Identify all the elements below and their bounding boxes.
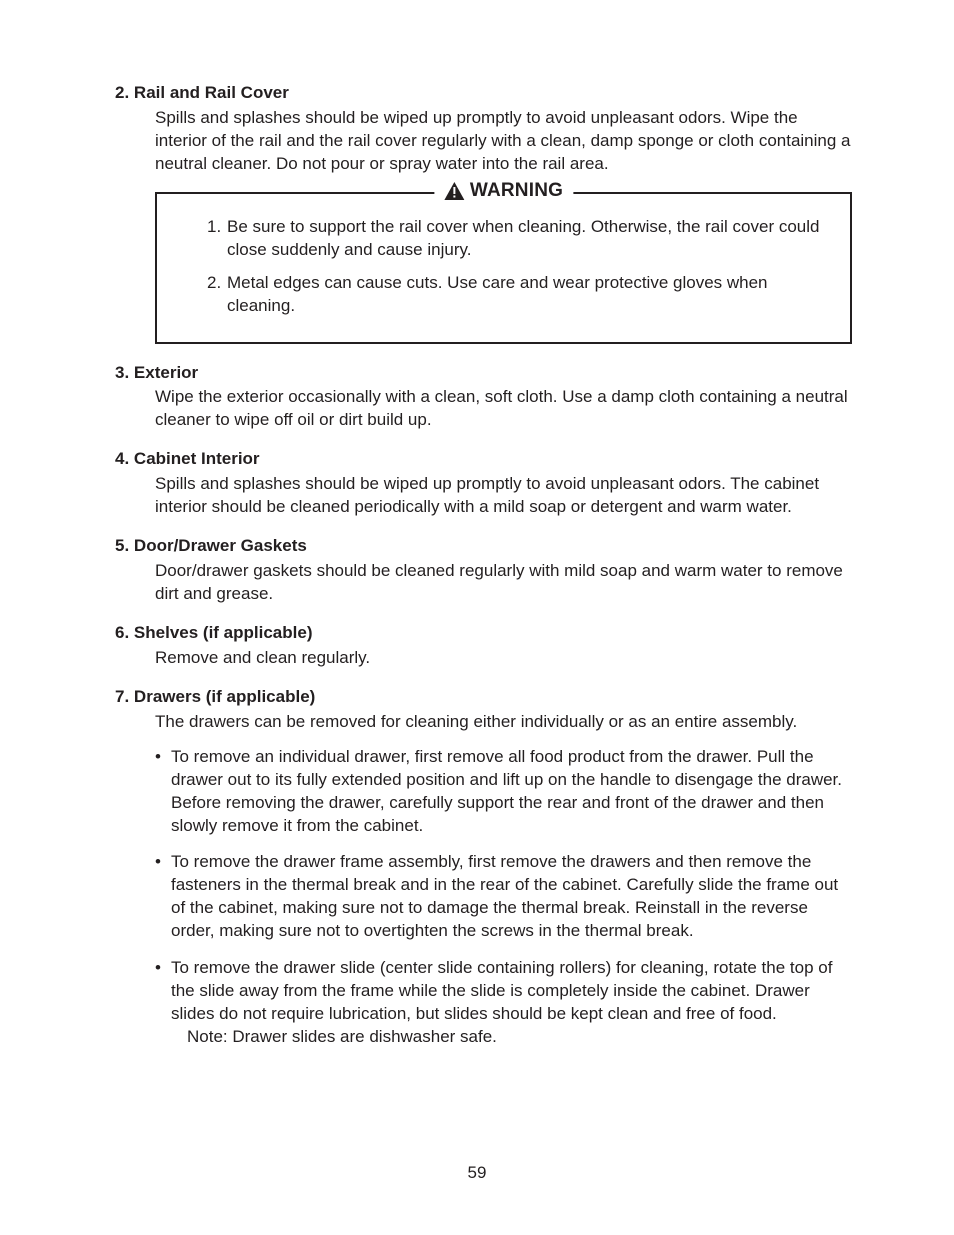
section-heading: Shelves (if applicable) bbox=[134, 623, 313, 642]
bullet-text: To remove the drawer frame assembly, fir… bbox=[171, 852, 838, 940]
section-heading: Exterior bbox=[134, 363, 198, 382]
section-body: Wipe the exterior occasionally with a cl… bbox=[155, 386, 852, 432]
section-num: 6. bbox=[115, 623, 129, 642]
warning-item-text: Be sure to support the rail cover when c… bbox=[227, 217, 819, 259]
section-cabinet-interior: 4. Cabinet Interior Spills and splashes … bbox=[115, 448, 852, 519]
warning-box: WARNING 1. Be sure to support the rail c… bbox=[155, 192, 852, 344]
warning-icon bbox=[444, 182, 464, 200]
section-title: 3. Exterior bbox=[115, 362, 852, 385]
list-item: To remove the drawer slide (center slide… bbox=[155, 957, 852, 1049]
section-title: 7. Drawers (if applicable) bbox=[115, 686, 852, 709]
warning-item-num: 2. bbox=[207, 272, 221, 295]
warning-item: 2. Metal edges can cause cuts. Use care … bbox=[207, 272, 826, 318]
bullet-text: To remove an individual drawer, first re… bbox=[171, 747, 842, 835]
warning-frame: WARNING 1. Be sure to support the rail c… bbox=[155, 192, 852, 344]
section-shelves: 6. Shelves (if applicable) Remove and cl… bbox=[115, 622, 852, 670]
page: 2. Rail and Rail Cover Spills and splash… bbox=[0, 0, 954, 1235]
warning-label-text: WARNING bbox=[470, 180, 563, 202]
section-heading: Door/Drawer Gaskets bbox=[134, 536, 307, 555]
section-heading: Drawers (if applicable) bbox=[134, 687, 315, 706]
section-num: 5. bbox=[115, 536, 129, 555]
bullet-note: Note: Drawer slides are dishwasher safe. bbox=[187, 1026, 852, 1049]
section-num: 3. bbox=[115, 363, 129, 382]
drawer-bullets: To remove an individual drawer, first re… bbox=[155, 746, 852, 1049]
section-exterior: 3. Exterior Wipe the exterior occasional… bbox=[115, 362, 852, 433]
section-num: 7. bbox=[115, 687, 129, 706]
section-body: Door/drawer gaskets should be cleaned re… bbox=[155, 560, 852, 606]
list-item: To remove an individual drawer, first re… bbox=[155, 746, 852, 838]
section-gaskets: 5. Door/Drawer Gaskets Door/drawer gaske… bbox=[115, 535, 852, 606]
section-title: 6. Shelves (if applicable) bbox=[115, 622, 852, 645]
warning-item-num: 1. bbox=[207, 216, 221, 239]
section-title: 5. Door/Drawer Gaskets bbox=[115, 535, 852, 558]
section-title: 2. Rail and Rail Cover bbox=[115, 82, 852, 105]
section-num: 2. bbox=[115, 83, 129, 102]
section-body: Spills and splashes should be wiped up p… bbox=[155, 107, 852, 176]
section-heading: Rail and Rail Cover bbox=[134, 83, 289, 102]
section-heading: Cabinet Interior bbox=[134, 449, 260, 468]
section-body: The drawers can be removed for cleaning … bbox=[155, 711, 852, 734]
section-rail: 2. Rail and Rail Cover Spills and splash… bbox=[115, 82, 852, 176]
page-number: 59 bbox=[0, 1163, 954, 1183]
list-item: To remove the drawer frame assembly, fir… bbox=[155, 851, 852, 943]
bullet-text: To remove the drawer slide (center slide… bbox=[171, 958, 832, 1023]
section-body: Spills and splashes should be wiped up p… bbox=[155, 473, 852, 519]
warning-item: 1. Be sure to support the rail cover whe… bbox=[207, 216, 826, 262]
warning-item-text: Metal edges can cause cuts. Use care and… bbox=[227, 273, 768, 315]
section-drawers: 7. Drawers (if applicable) The drawers c… bbox=[115, 686, 852, 734]
section-title: 4. Cabinet Interior bbox=[115, 448, 852, 471]
section-body: Remove and clean regularly. bbox=[155, 647, 852, 670]
section-num: 4. bbox=[115, 449, 129, 468]
warning-label: WARNING bbox=[434, 180, 573, 202]
